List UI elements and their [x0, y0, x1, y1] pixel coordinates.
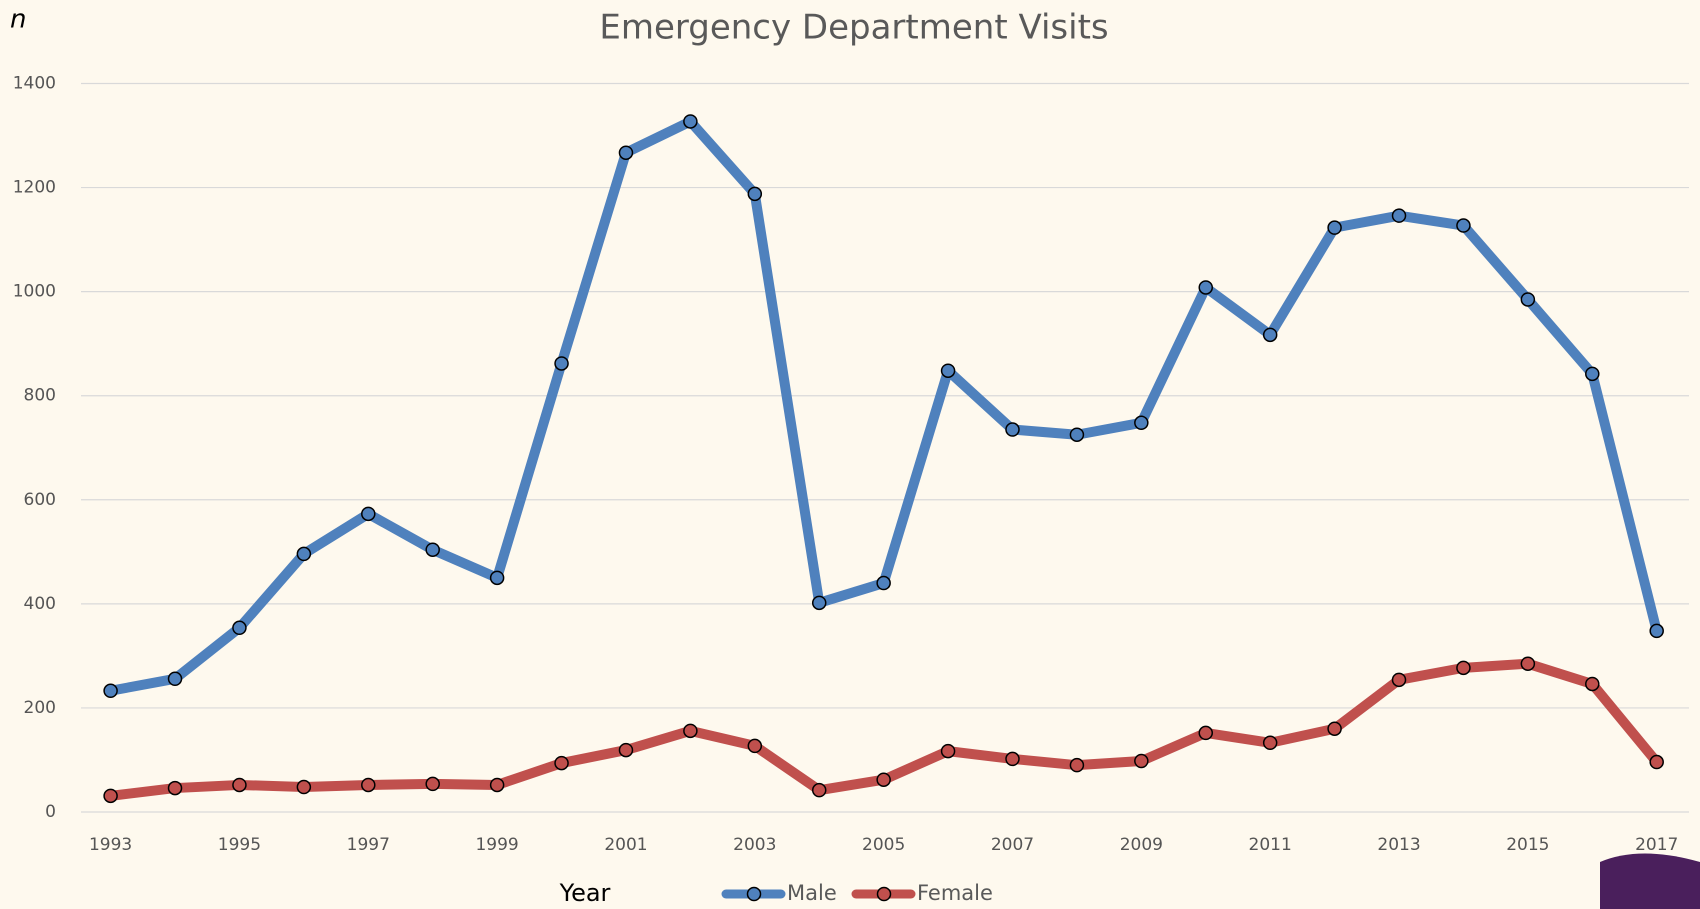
- marker: [167, 780, 183, 796]
- marker: [232, 620, 247, 636]
- marker: [103, 788, 118, 804]
- marker: [1262, 327, 1278, 343]
- x-tick-label: 2007: [991, 835, 1034, 855]
- marker: [811, 782, 827, 798]
- marker: [425, 542, 440, 557]
- x-tick-label: 1995: [218, 835, 261, 855]
- marker: [167, 671, 183, 687]
- marker: [940, 363, 956, 378]
- y-tick-label: 0: [45, 802, 56, 822]
- y-tick-label: 600: [24, 490, 56, 510]
- legend-marker: [876, 886, 892, 902]
- marker: [1005, 422, 1020, 437]
- marker: [811, 595, 827, 611]
- marker: [940, 743, 956, 759]
- marker: [103, 683, 118, 699]
- marker: [1456, 660, 1471, 676]
- marker: [1585, 676, 1600, 692]
- marker: [1198, 725, 1214, 741]
- marker: [747, 738, 763, 754]
- x-axis-label: Year: [559, 879, 611, 907]
- marker: [361, 777, 376, 793]
- x-tick-label: 1993: [89, 835, 132, 855]
- marker: [1649, 754, 1664, 770]
- x-tick-label: 2013: [1377, 835, 1420, 855]
- y-tick-label: 1200: [13, 178, 56, 198]
- x-tick-label: 1997: [347, 835, 390, 855]
- marker: [1391, 672, 1407, 688]
- marker: [683, 723, 698, 739]
- marker: [1069, 427, 1085, 442]
- marker: [1585, 366, 1600, 382]
- y-tick-label: 1000: [13, 282, 56, 302]
- y-tick-label: 1400: [13, 74, 56, 94]
- marker: [554, 755, 569, 771]
- marker: [554, 356, 569, 371]
- marker: [1262, 735, 1278, 751]
- marker: [747, 186, 763, 202]
- marker: [1134, 753, 1149, 769]
- y-tick-label: 800: [24, 386, 56, 406]
- y-tick-label: 400: [24, 594, 56, 614]
- marker: [683, 114, 698, 129]
- marker: [876, 772, 891, 787]
- marker: [361, 506, 376, 522]
- marker: [1327, 721, 1342, 736]
- marker: [618, 145, 634, 160]
- y-axis-label: n: [10, 5, 26, 35]
- legend-label: Female: [917, 881, 993, 905]
- marker: [1391, 208, 1407, 223]
- marker: [618, 742, 634, 758]
- x-tick-label: 2017: [1635, 835, 1678, 855]
- marker: [1456, 218, 1471, 233]
- x-tick-label: 1999: [475, 835, 518, 855]
- marker: [232, 777, 247, 793]
- decoration: [1600, 853, 1700, 909]
- marker: [1520, 656, 1536, 671]
- x-tick-label: 2011: [1249, 835, 1292, 855]
- marker: [296, 779, 312, 795]
- marker: [1520, 292, 1536, 307]
- marker: [489, 777, 505, 793]
- marker: [1327, 220, 1342, 235]
- marker: [1069, 757, 1085, 773]
- marker: [1198, 280, 1214, 295]
- marker: [1134, 415, 1149, 431]
- y-tick-label: 200: [24, 698, 56, 718]
- chart-title: Emergency Department Visits: [599, 8, 1108, 48]
- x-tick-label: 2003: [733, 835, 776, 855]
- marker: [425, 776, 440, 792]
- x-tick-label: 2015: [1506, 835, 1549, 855]
- legend-marker: [746, 886, 762, 902]
- x-tick-label: 2001: [604, 835, 647, 855]
- marker: [489, 570, 505, 586]
- legend-label: Male: [787, 881, 837, 905]
- marker: [876, 575, 891, 591]
- marker: [1005, 751, 1020, 767]
- marker: [296, 546, 312, 562]
- x-tick-label: 2005: [862, 835, 905, 855]
- marker: [1649, 623, 1664, 639]
- x-tick-label: 2009: [1120, 835, 1163, 855]
